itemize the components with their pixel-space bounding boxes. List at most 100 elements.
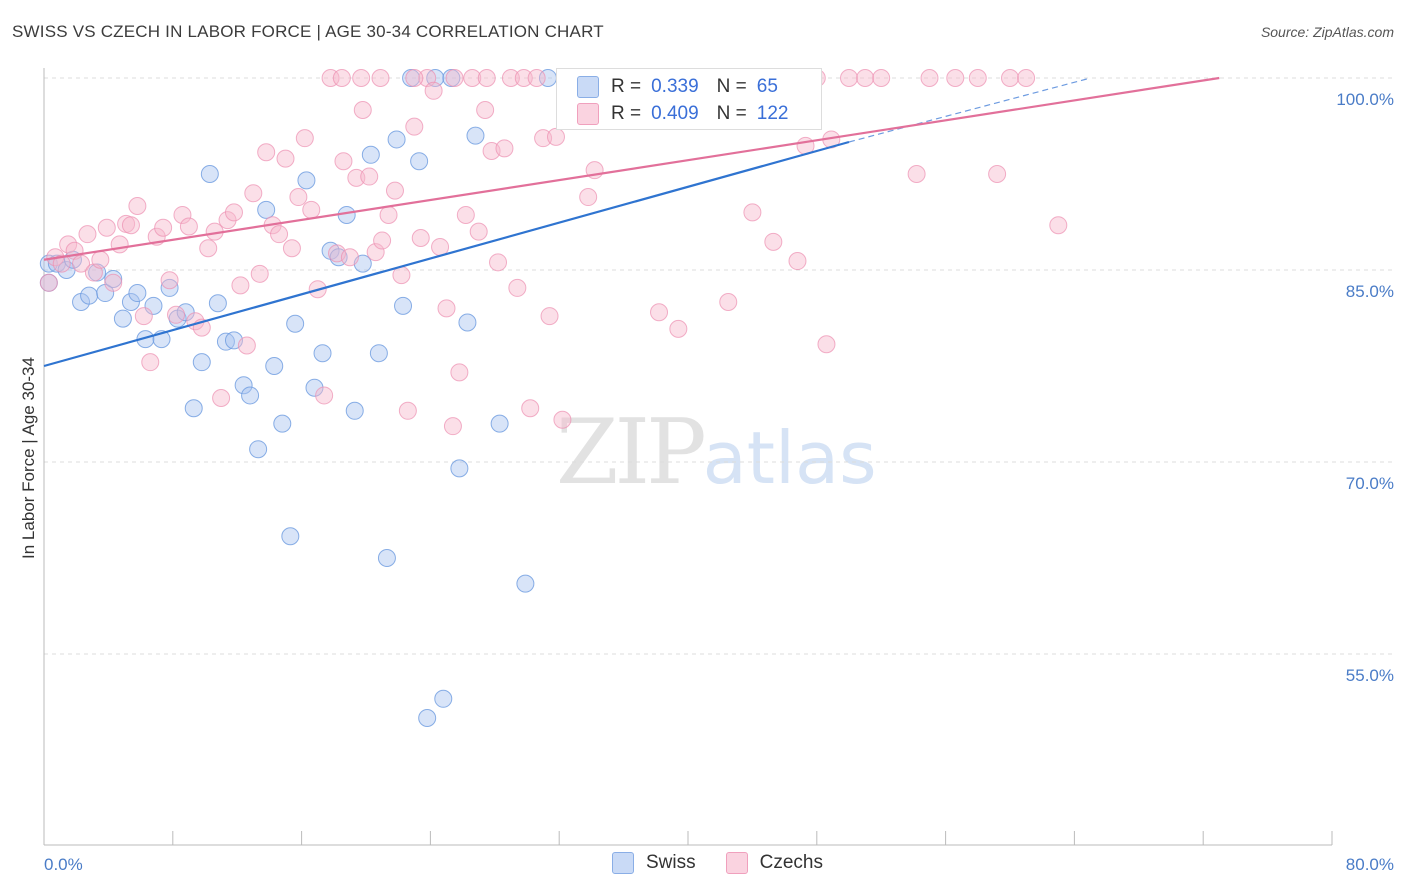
czechs-point bbox=[347, 168, 366, 187]
swiss-point bbox=[113, 309, 132, 328]
swiss-point bbox=[313, 344, 332, 363]
czechs-point bbox=[540, 307, 559, 326]
czechs-point bbox=[160, 271, 179, 290]
czechs-point bbox=[340, 248, 359, 267]
czechs-point bbox=[477, 69, 496, 87]
swiss-legend-label: Swiss bbox=[646, 852, 696, 873]
czechs-point bbox=[719, 293, 738, 311]
czechs-point bbox=[302, 200, 321, 219]
legend-item-swiss[interactable]: Swiss bbox=[612, 852, 696, 874]
swiss-point bbox=[80, 286, 99, 305]
czechs-point bbox=[353, 101, 372, 119]
czechs-point bbox=[501, 69, 520, 87]
czechs-point bbox=[334, 152, 353, 171]
swiss-point bbox=[410, 152, 429, 171]
watermark: ZIPatlas bbox=[556, 400, 877, 505]
czechs-point bbox=[257, 143, 276, 162]
czechs-r-value: 0.409 bbox=[651, 103, 699, 124]
czechs-point bbox=[469, 222, 488, 241]
czechs-point bbox=[463, 69, 482, 87]
czechs-point bbox=[445, 69, 464, 87]
swiss-point bbox=[200, 165, 219, 183]
chart-title: SWISS VS CZECH IN LABOR FORCE | AGE 30-3… bbox=[12, 22, 604, 41]
czechs-point bbox=[295, 129, 314, 148]
series-swiss bbox=[39, 69, 810, 727]
watermark-atlas: atlas bbox=[702, 416, 877, 500]
swiss-point bbox=[516, 574, 535, 593]
legend-stats: R = 0.339 N = 65 R = 0.409 N = 122 bbox=[556, 68, 822, 130]
czechs-point bbox=[360, 167, 379, 186]
czechs-legend-label: Czechs bbox=[759, 852, 823, 873]
watermark-zip: ZIP bbox=[556, 400, 707, 505]
swiss-point bbox=[241, 386, 260, 405]
czechs-point bbox=[141, 353, 160, 372]
y-tick-label: 85.0% bbox=[1346, 282, 1394, 301]
swiss-trend-extension bbox=[848, 77, 1091, 143]
czechs-point bbox=[128, 197, 147, 215]
swiss-point bbox=[297, 171, 316, 190]
swiss-point bbox=[273, 414, 292, 433]
swiss-point bbox=[450, 459, 469, 478]
czechs-point bbox=[52, 254, 71, 273]
czechs-point bbox=[411, 229, 430, 247]
czechs-point bbox=[405, 117, 424, 136]
czechs-point bbox=[650, 303, 669, 322]
czechs-point bbox=[437, 299, 456, 318]
czechs-point bbox=[489, 253, 508, 272]
legend-row-czechs: R = 0.409 N = 122 bbox=[577, 100, 806, 128]
czechs-point bbox=[121, 216, 140, 235]
czechs-point bbox=[553, 410, 572, 429]
czechs-point bbox=[237, 336, 256, 355]
czechs-point bbox=[244, 184, 263, 203]
czechs-point bbox=[405, 69, 424, 87]
swiss-point bbox=[265, 357, 284, 375]
czechs-point bbox=[495, 139, 514, 158]
czechs-point bbox=[534, 129, 553, 148]
gridlines bbox=[44, 77, 1392, 655]
czechs-point bbox=[443, 417, 462, 436]
swiss-point bbox=[234, 376, 253, 395]
legend-item-czechs[interactable]: Czechs bbox=[725, 852, 823, 874]
y-axis-label: In Labor Force | Age 30-34 bbox=[19, 357, 38, 559]
czechs-point bbox=[521, 399, 540, 418]
swiss-point bbox=[286, 314, 305, 333]
czechs-point bbox=[167, 305, 186, 324]
czechs-point bbox=[332, 69, 351, 87]
czechs-n-label: N = bbox=[716, 103, 747, 124]
czechs-point bbox=[1017, 69, 1036, 87]
swiss-point bbox=[490, 414, 509, 433]
swiss-point bbox=[121, 293, 140, 311]
czechs-point bbox=[231, 276, 250, 295]
czechs-point bbox=[224, 203, 243, 222]
czechs-point bbox=[840, 69, 858, 87]
czechs-point bbox=[856, 69, 875, 87]
czechs-point bbox=[946, 69, 965, 87]
czechs-point bbox=[110, 235, 129, 254]
czechs-point bbox=[373, 231, 392, 250]
czechs-point bbox=[212, 389, 231, 407]
czechs-r-label: R = bbox=[611, 103, 642, 124]
czechs-point bbox=[218, 211, 237, 230]
swiss-point bbox=[128, 284, 147, 303]
swiss-point bbox=[466, 126, 485, 145]
czechs-point bbox=[968, 69, 987, 87]
czechs-point bbox=[1049, 216, 1068, 235]
czechs-point bbox=[134, 307, 153, 326]
swiss-point bbox=[257, 200, 276, 219]
swiss-point bbox=[192, 353, 211, 372]
czechs-point bbox=[788, 252, 807, 271]
czechs-point bbox=[872, 69, 891, 87]
czechs-point bbox=[199, 239, 218, 258]
czechs-point bbox=[315, 386, 334, 405]
swiss-point bbox=[184, 399, 203, 418]
swiss-n-label: N = bbox=[716, 76, 747, 97]
trend-lines bbox=[43, 76, 1220, 368]
czechs-point bbox=[250, 264, 269, 283]
czechs-point bbox=[179, 217, 198, 236]
czechs-point bbox=[527, 69, 546, 87]
czechs-point bbox=[817, 335, 836, 354]
swiss-point bbox=[369, 344, 388, 363]
czechs-n-value: 122 bbox=[756, 103, 789, 124]
czechs-point bbox=[385, 181, 404, 200]
czechs-point bbox=[371, 69, 390, 87]
